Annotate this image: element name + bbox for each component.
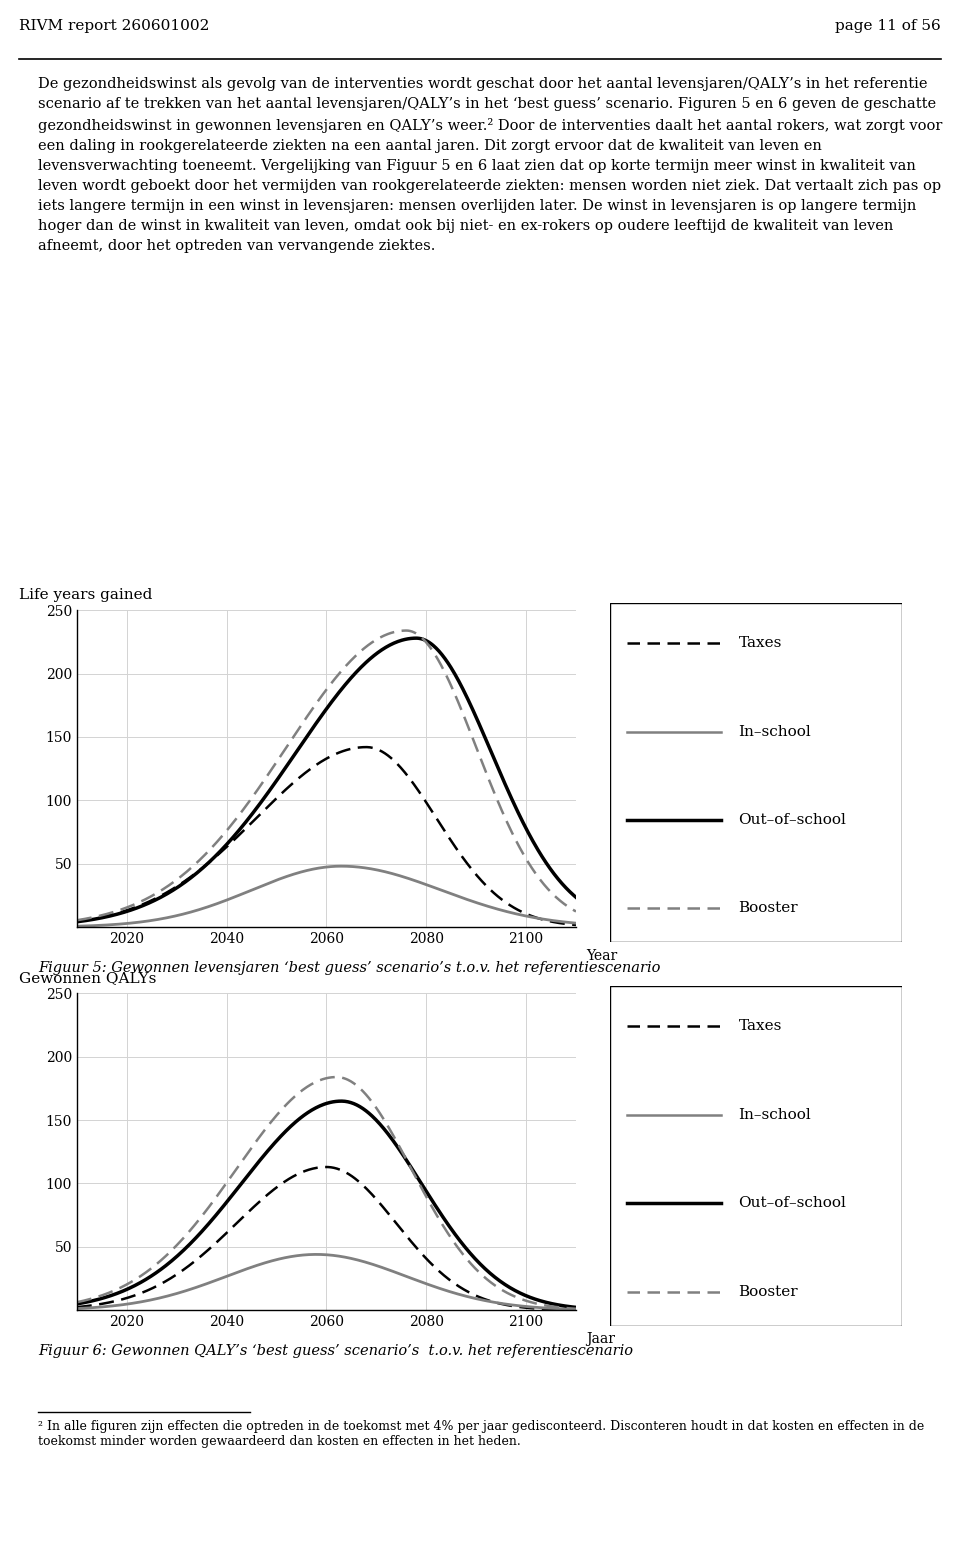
Text: Figuur 6: Gewonnen QALY’s ‘best guess’ scenario’s  t.o.v. het referentiescenario: Figuur 6: Gewonnen QALY’s ‘best guess’ s… xyxy=(38,1344,634,1358)
Text: In–school: In–school xyxy=(738,1108,811,1122)
Text: page 11 of 56: page 11 of 56 xyxy=(835,19,941,34)
Text: Booster: Booster xyxy=(738,901,798,916)
Text: Life years gained: Life years gained xyxy=(19,589,153,603)
Text: Taxes: Taxes xyxy=(738,1020,781,1034)
Text: Gewonnen QALYs: Gewonnen QALYs xyxy=(19,972,156,986)
Text: RIVM report 260601002: RIVM report 260601002 xyxy=(19,19,209,34)
Text: Year: Year xyxy=(586,949,617,963)
Text: Taxes: Taxes xyxy=(738,637,781,650)
Text: Out–of–school: Out–of–school xyxy=(738,1196,847,1210)
Text: Figuur 5: Gewonnen levensjaren ‘best guess’ scenario’s t.o.v. het referentiescen: Figuur 5: Gewonnen levensjaren ‘best gue… xyxy=(38,961,660,975)
Text: Out–of–school: Out–of–school xyxy=(738,813,847,827)
Text: In–school: In–school xyxy=(738,725,811,739)
Text: Jaar: Jaar xyxy=(586,1332,615,1346)
Text: ² In alle figuren zijn effecten die optreden in de toekomst met 4% per jaar gedi: ² In alle figuren zijn effecten die optr… xyxy=(38,1420,924,1448)
Text: Booster: Booster xyxy=(738,1284,798,1299)
Text: De gezondheidswinst als gevolg van de interventies wordt geschat door het aantal: De gezondheidswinst als gevolg van de in… xyxy=(38,77,943,253)
